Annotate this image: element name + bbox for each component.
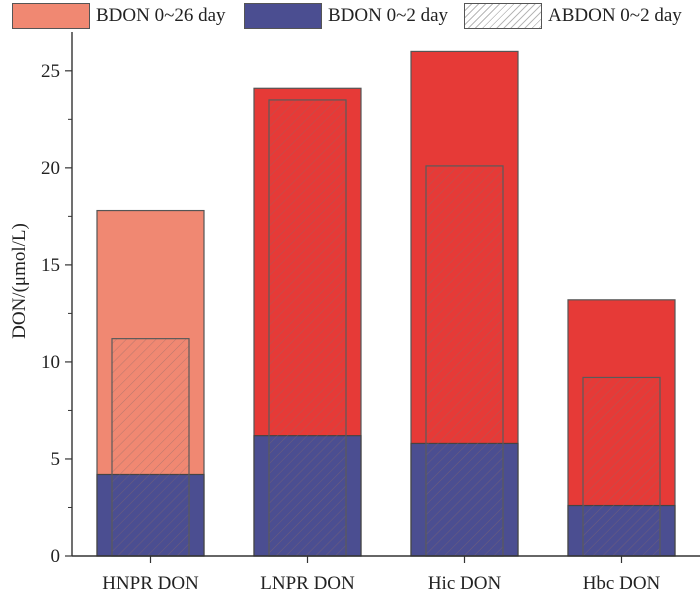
legend-item-abdon-2: ABDON 0~2 day	[464, 3, 682, 29]
legend: BDON 0~26 day BDON 0~2 day ABDON 0~2 day	[0, 0, 700, 32]
bar-abdon-2-1	[268, 99, 347, 557]
y-tick-label-3: 15	[41, 255, 60, 276]
bar-abdon-2-0	[111, 338, 190, 557]
y-tick-label-1: 5	[51, 449, 61, 470]
legend-label-abdon-2: ABDON 0~2 day	[548, 5, 682, 26]
x-tick-label-2: Hic DON	[428, 573, 502, 594]
bar-abdon-2-3	[582, 376, 661, 557]
x-tick-label-0: HNPR DON	[102, 573, 199, 594]
legend-swatch-bdon-2	[244, 3, 322, 29]
legend-swatch-abdon-2	[464, 3, 542, 29]
x-tick-label-1: LNPR DON	[260, 573, 355, 594]
y-tick-label-5: 25	[41, 61, 60, 82]
legend-label-bdon-2: BDON 0~2 day	[328, 5, 449, 26]
legend-swatch-bdon-26	[12, 3, 90, 29]
bars-layer	[96, 50, 676, 557]
legend-label-bdon-26: BDON 0~26 day	[96, 5, 226, 26]
y-tick-label-0: 0	[51, 546, 61, 567]
x-tick-label-3: Hbc DON	[583, 573, 661, 594]
y-tick-label-4: 20	[41, 158, 60, 179]
legend-item-bdon-2: BDON 0~2 day	[244, 3, 448, 29]
bar-abdon-2-2	[425, 165, 504, 557]
axes-layer: HNPR DON LNPR DON Hic DON Hbc DON 0 5 10 15 20 25	[41, 32, 700, 594]
legend-item-bdon-26: BDON 0~26 day	[12, 3, 226, 29]
y-tick-label-2: 10	[41, 352, 60, 373]
